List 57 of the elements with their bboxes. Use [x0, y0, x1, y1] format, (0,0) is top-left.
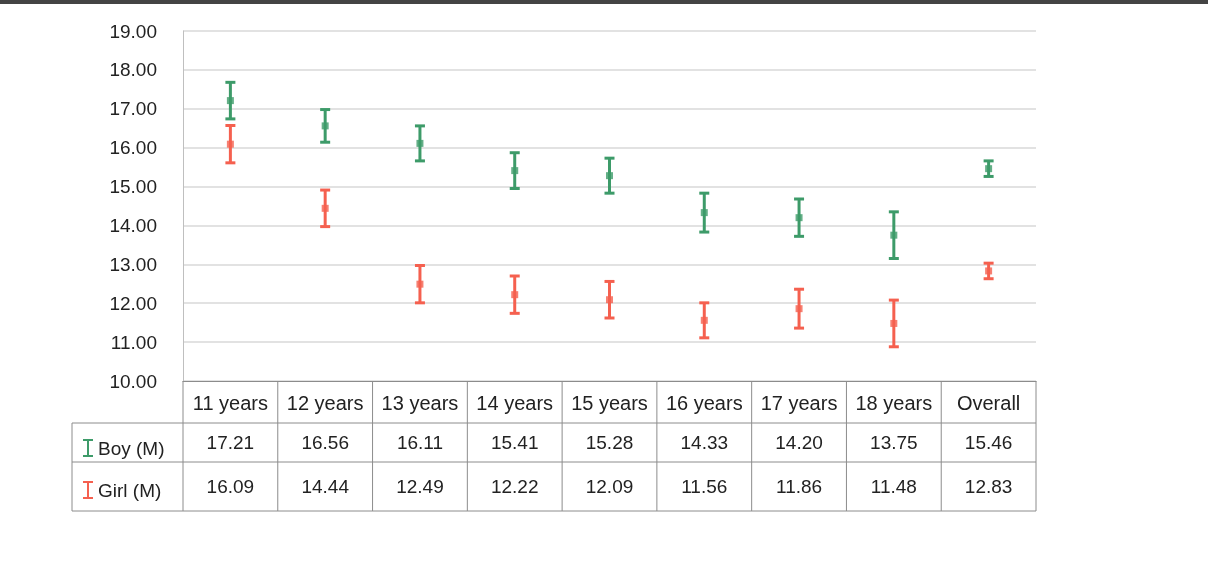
x-tick-label: 11 years: [192, 392, 269, 414]
y-tick-label: 13.00: [109, 253, 157, 275]
point: [606, 296, 613, 304]
data-label: 16.56: [301, 432, 349, 453]
data-label: 12.83: [964, 476, 1013, 497]
data-label: 16.11: [396, 432, 444, 453]
y-tick-label: 11.00: [110, 331, 157, 353]
data-label: 15.46: [964, 432, 1013, 453]
x-tick-label: 12 years: [286, 392, 364, 414]
point: [416, 280, 424, 288]
x-tick-label: 15 years: [571, 392, 648, 414]
point: [795, 214, 803, 222]
y-tick-label: 10.00: [109, 370, 157, 392]
y-tick-label: 15.00: [109, 176, 157, 198]
legend-label: Girl (M): [98, 479, 162, 501]
y-tick-label: 14.00: [109, 214, 157, 236]
point: [416, 139, 424, 147]
data-label: 11.86: [775, 476, 823, 497]
point: [985, 267, 993, 275]
data-label: 14.33: [680, 432, 729, 453]
y-tick-label: 16.00: [109, 137, 157, 159]
point: [511, 167, 519, 175]
x-tick-label: 17 years: [760, 392, 838, 414]
data-label: 14.20: [775, 432, 823, 453]
y-tick-label: 12.00: [109, 292, 157, 314]
point: [700, 316, 708, 324]
point: [321, 204, 329, 212]
data-label: 13.75: [870, 432, 918, 453]
point: [511, 291, 519, 299]
x-tick-label: 13 years: [381, 392, 459, 414]
x-tick-label: 16 years: [665, 392, 743, 414]
data-label: 11.56: [681, 476, 728, 497]
data-label: 14.44: [301, 476, 350, 497]
x-tick-label: 18 years: [855, 392, 933, 414]
data-label: 15.41: [490, 432, 539, 453]
legend-label: Boy (M): [98, 437, 165, 459]
data-label: 12.09: [585, 476, 634, 497]
point: [795, 305, 803, 313]
point: [890, 231, 898, 239]
y-tick-label: 19.00: [109, 20, 157, 42]
x-tick-label: Overall: [956, 392, 1021, 414]
data-label: 15.28: [585, 432, 634, 453]
y-tick-label: 18.00: [109, 59, 157, 81]
point: [985, 165, 993, 173]
point: [321, 122, 329, 130]
point: [890, 319, 898, 327]
point: [606, 172, 613, 180]
x-tick-label: 14 years: [476, 392, 554, 414]
point: [226, 140, 234, 148]
data-label: 11.48: [870, 476, 917, 497]
data-label: 12.49: [396, 476, 444, 497]
y-tick-label: 17.00: [109, 98, 157, 120]
point: [226, 97, 234, 105]
point: [700, 209, 708, 217]
data-label: 17.21: [206, 432, 255, 453]
data-label: 16.09: [206, 476, 255, 497]
data-label: 12.22: [490, 476, 539, 497]
